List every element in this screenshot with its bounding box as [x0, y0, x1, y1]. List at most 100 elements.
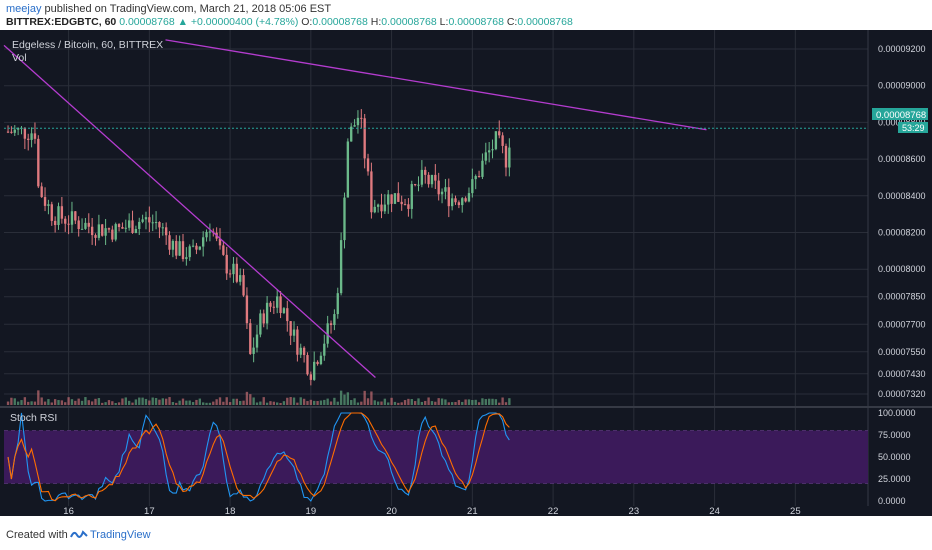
candle-body: [326, 323, 329, 344]
candle-body: [262, 313, 265, 324]
volume-bar: [400, 402, 403, 405]
volume-bar: [306, 401, 309, 405]
candle-body: [124, 227, 127, 229]
price-tick-label: 0.00008200: [878, 228, 926, 238]
candle-body: [286, 308, 289, 322]
candle-body: [410, 184, 413, 209]
ohlc-line: BITTREX:EDGBTC, 60 0.00008768 ▲ +0.00000…: [6, 16, 573, 28]
rsi-tick-label: 25.0000: [878, 474, 911, 484]
candle-body: [235, 263, 238, 282]
volume-bar: [353, 398, 356, 405]
time-tick-label: 23: [629, 506, 640, 516]
candle-body: [316, 361, 319, 365]
author-link[interactable]: meejay: [6, 3, 42, 15]
volume-bar: [501, 397, 504, 405]
candle-body: [101, 224, 104, 236]
close-label: C:: [506, 16, 518, 28]
candle-body: [397, 193, 400, 202]
volume-bar: [37, 390, 40, 405]
volume-bar: [175, 402, 178, 405]
candle-body: [259, 313, 262, 335]
candle-body: [461, 198, 464, 206]
price-tick-label: 0.00008600: [878, 154, 926, 164]
price-tick-label: 0.00008000: [878, 264, 926, 274]
volume-bar: [148, 400, 151, 405]
volume-bar: [205, 402, 208, 405]
candle-body: [80, 228, 84, 230]
candle-body: [168, 235, 171, 250]
volume-bar: [131, 402, 134, 405]
candle-body: [23, 127, 27, 139]
countdown-badge-box: [898, 122, 928, 133]
price-tick-label: 0.00007850: [878, 292, 926, 302]
candle-body: [40, 186, 43, 198]
volume-bar: [124, 397, 127, 405]
volume-bar: [356, 402, 360, 405]
series-legend-title: Edgeless / Bitcoin, 60, BITTREX: [12, 39, 163, 51]
candle-body: [195, 245, 198, 250]
volume-bar: [481, 398, 484, 405]
candle-body: [30, 133, 33, 140]
tradingview-brand-link[interactable]: TradingView: [90, 529, 151, 541]
volume-bar: [10, 397, 13, 405]
volume-bar: [299, 397, 302, 405]
volume-bar: [64, 402, 67, 405]
volume-bar: [111, 401, 114, 405]
volume-bar: [397, 402, 400, 405]
candle-body: [225, 254, 228, 274]
candle-body: [114, 224, 117, 240]
price-badge: 0.00008768 53:29: [872, 108, 928, 133]
volume-bar: [339, 390, 343, 405]
volume-bar: [484, 399, 487, 405]
volume-bar: [373, 400, 376, 405]
volume-bar: [107, 400, 111, 405]
candle-body: [329, 323, 333, 326]
trendlines[interactable]: [3, 39, 868, 378]
candle-body: [427, 174, 430, 185]
volume-bar: [53, 399, 57, 405]
candle-body: [188, 246, 191, 258]
time-tick-label: 25: [790, 506, 801, 516]
candle-body: [504, 145, 508, 168]
volume-bar: [235, 398, 238, 405]
volume-bar: [262, 397, 265, 405]
volume-bar: [498, 402, 501, 405]
volume-bar: [252, 397, 255, 405]
candle-body: [178, 241, 181, 256]
price-chart[interactable]: 0.000092000.000090000.000088000.00008600…: [0, 30, 932, 516]
volume-bar: [225, 397, 228, 405]
volume-bar: [430, 401, 434, 405]
candle-body: [249, 323, 252, 354]
candle-body: [276, 296, 279, 308]
volume-legend: Vol: [12, 52, 27, 64]
volume-bar: [366, 398, 370, 405]
candle-body: [141, 219, 144, 222]
volume-bar: [33, 401, 37, 405]
candle-body: [343, 197, 346, 241]
candle-body: [350, 126, 353, 142]
candle-body: [346, 141, 350, 198]
candle-body: [50, 204, 53, 221]
candle-body: [191, 245, 195, 247]
candle-body: [370, 171, 373, 213]
candle-body: [239, 275, 242, 282]
price-axis[interactable]: 0.000092000.000090000.000088000.00008600…: [878, 44, 926, 506]
volume-bar: [434, 401, 437, 405]
price-tick-label: 0.00009000: [878, 81, 926, 91]
candle-body: [67, 223, 70, 225]
volume-bar: [164, 398, 168, 405]
candle-body: [181, 241, 185, 260]
volume-bar: [350, 400, 353, 405]
volume-bar: [90, 401, 94, 405]
price-tick-label: 0.00007320: [878, 389, 926, 399]
volume-bar: [255, 402, 259, 405]
candle-body: [245, 295, 249, 324]
candle-body: [148, 217, 151, 223]
time-axis[interactable]: 16 17 18 19 20 21 22 23 24 25: [63, 506, 800, 516]
volume-bar: [117, 402, 121, 405]
volume-bar: [151, 397, 154, 405]
volume-bar: [171, 401, 175, 405]
candle-body: [333, 314, 336, 326]
candle-body: [154, 222, 158, 224]
close-value: 0.00008768: [517, 16, 573, 28]
